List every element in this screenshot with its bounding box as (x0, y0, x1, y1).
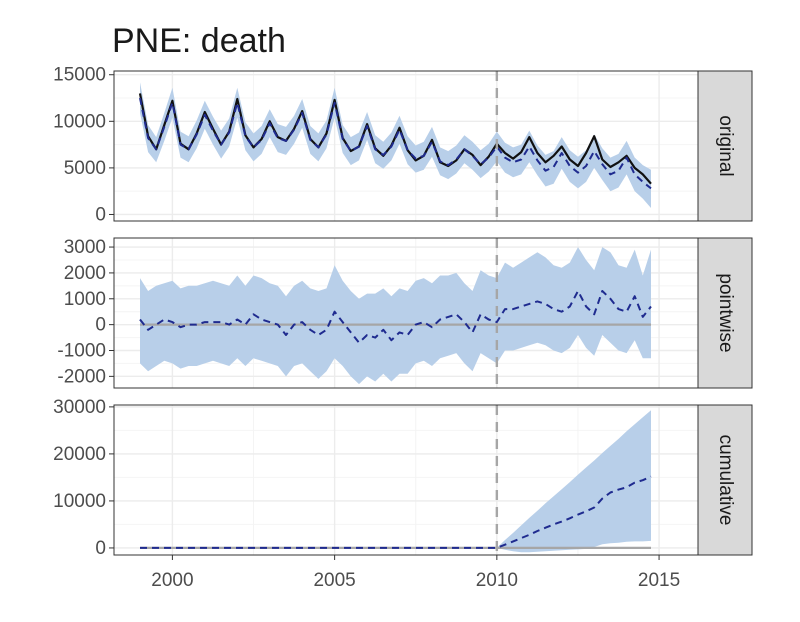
x-tick-label: 2015 (638, 570, 680, 591)
y-tick-label: 20000 (53, 444, 106, 465)
panel-cumulative: 0 10000 20000 30000 cumulative (53, 397, 753, 559)
strip-background (697, 404, 753, 556)
strip-label: pointwise (715, 273, 736, 352)
predicted-line (139, 290, 652, 344)
x-tick-label: 2010 (476, 570, 518, 591)
x-tick-label: 2000 (151, 570, 193, 591)
y-tick-label: 10000 (53, 491, 106, 512)
y-tick-label: 0 (95, 538, 106, 559)
y-tick-label: 0 (95, 204, 106, 225)
strip-label: original (715, 115, 736, 176)
y-tick-label: 3000 (64, 237, 106, 258)
y-tick-label: -2000 (57, 366, 106, 387)
x-tick-label: 2005 (313, 570, 355, 591)
chart-title: PNE: death (112, 22, 286, 60)
panel-pointwise: -2000 -1000 0 1000 2000 3000 pointwise (57, 237, 753, 389)
y-tick-label: 5000 (64, 158, 106, 179)
predicted-line (140, 475, 652, 549)
y-tick-label: 15000 (53, 65, 106, 86)
confidence-band (140, 410, 651, 553)
y-tick-label: 10000 (53, 111, 106, 132)
strip-background (697, 70, 753, 222)
y-tick-label: 0 (95, 315, 106, 336)
panel-original: 0 5000 10000 15000 original (53, 65, 753, 225)
confidence-band (140, 82, 651, 208)
strip-background (697, 237, 753, 389)
strip-label: cumulative (715, 435, 736, 526)
y-tick-label: 1000 (64, 289, 106, 310)
y-tick-label: 2000 (64, 263, 106, 284)
y-tick-label: -1000 (57, 341, 106, 362)
confidence-band (140, 247, 651, 385)
y-tick-label: 30000 (53, 397, 106, 418)
